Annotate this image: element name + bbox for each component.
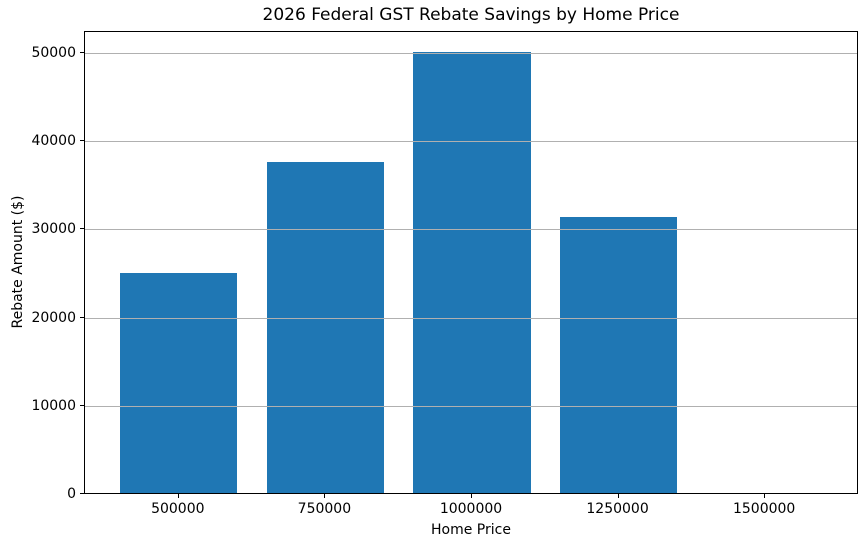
bar-750000 [266,162,385,493]
x-tick-label-750000: 750000 [297,501,352,517]
x-axis-label: Home Price [431,522,511,538]
plot-area [84,31,858,494]
x-tick-label-1500000: 1500000 [732,501,796,517]
bar-500000 [120,272,238,493]
bar-1250000 [559,217,678,493]
x-tick-mark-500000 [177,494,179,498]
x-tick-label-1250000: 1250000 [586,501,649,517]
y-axis-label: Rebate Amount ($) [10,195,26,329]
x-tick-mark-750000 [324,494,326,498]
gridline-20000 [85,317,857,319]
bar-1000000 [413,52,531,493]
chart-title: 2026 Federal GST Rebate Savings by Home … [262,5,680,25]
x-tick-mark-1500000 [764,494,766,498]
x-tick-label-1000000: 1000000 [439,501,503,517]
x-tick-mark-1250000 [617,494,619,498]
y-tick-label-10000: 10000 [31,397,76,414]
y-tick-mark-40000 [80,140,84,142]
y-tick-mark-10000 [80,404,84,406]
y-tick-mark-20000 [80,316,84,318]
y-tick-label-0: 0 [67,486,76,502]
y-tick-mark-0 [80,493,84,494]
gridline-30000 [85,229,857,231]
y-tick-label-30000: 30000 [31,221,76,238]
y-tick-mark-30000 [80,228,84,230]
x-tick-label-500000: 500000 [151,501,205,517]
gridline-40000 [85,141,857,143]
y-tick-label-50000: 50000 [31,45,76,62]
gridline-10000 [85,405,857,407]
y-tick-mark-50000 [80,52,84,54]
y-tick-label-20000: 20000 [31,309,76,326]
y-tick-label-40000: 40000 [31,133,76,150]
x-tick-mark-1000000 [471,494,472,498]
gridline-50000 [85,53,857,55]
